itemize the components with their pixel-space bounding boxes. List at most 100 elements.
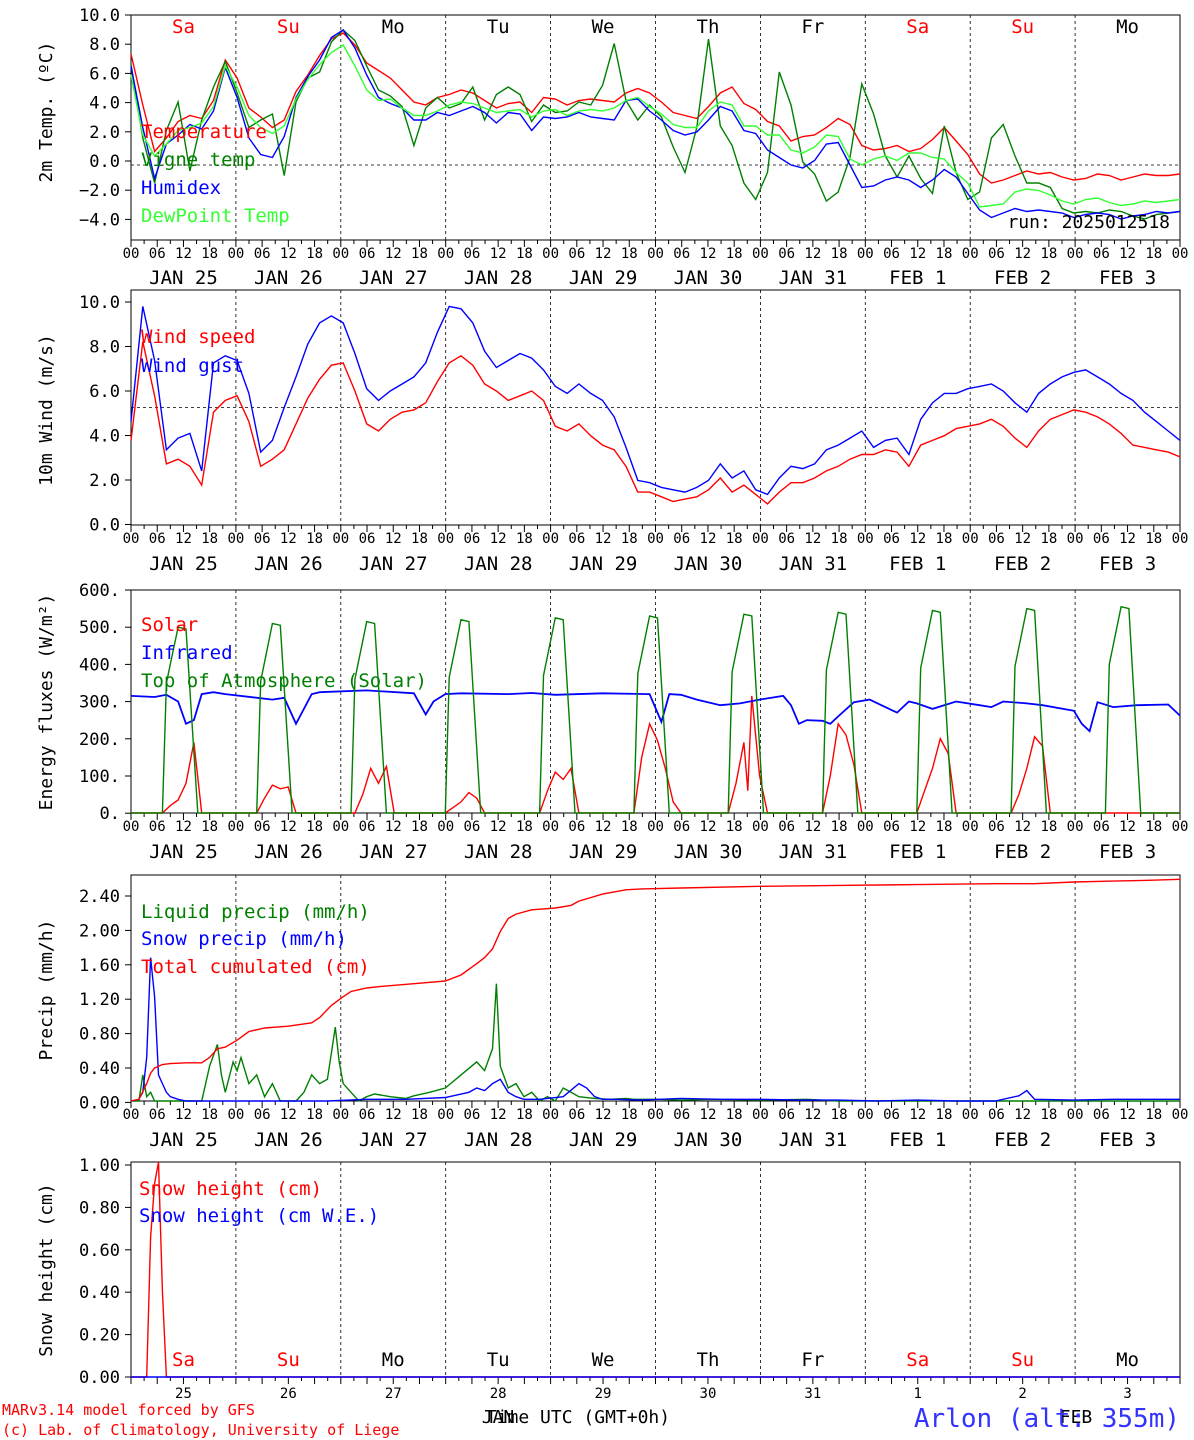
hour-label: 18 [726,246,743,262]
date-label: JAN 29 [569,267,638,289]
date-label: JAN 27 [359,553,428,575]
hour-label: 00 [332,1107,349,1123]
weekday-label: We [592,16,615,38]
y-tick-label: 600. [79,581,120,601]
hour-label: 12 [1119,819,1136,835]
date-label: FEB 1 [889,553,946,575]
date-label: JAN 30 [674,1129,743,1151]
hour-label: 12 [595,531,612,547]
y-axis-label: Snow height (cm) [36,1183,57,1356]
legend-entry-3: Top of Atmosphere (Solar) [141,670,427,692]
y-tick-label: 1.20 [79,990,120,1010]
panel-5: 1.00 0.80 0.60 0.40 0.20 0.00 Snow height (cm)… [36,1156,1181,1402]
hour-label: 06 [149,819,166,835]
hour-label: 00 [857,246,874,262]
date-label: FEB 1 [889,841,946,863]
hour-label: 06 [778,819,795,835]
weekday-label: Sa [172,16,195,38]
hour-label: 12 [490,1107,507,1123]
hour-label: 18 [1040,819,1057,835]
y-tick-label: 10.0 [79,293,120,313]
hour-label: 18 [621,246,638,262]
hour-label: 12 [804,819,821,835]
hour-label: 18 [516,246,533,262]
panel-3: 600. 500. 400. 300. 200. 100. 0. Energy fluxes … [36,581,1188,863]
hour-label: 12 [804,246,821,262]
day-number-label: 2 [1018,1386,1026,1402]
hour-label: 00 [123,819,140,835]
date-label: JAN 28 [464,267,533,289]
hour-label: 18 [516,531,533,547]
hour-label: 12 [175,819,192,835]
y-tick-label: 8.0 [89,338,120,358]
series-line-1 [131,983,1180,1102]
legend-entry-2: Snow precip (mm/h) [141,928,347,950]
weekday-label: Fr [801,16,824,38]
hour-label: 06 [1093,246,1110,262]
weekday-label: Sa [172,1349,195,1371]
y-tick-label: 0.80 [79,1025,120,1045]
y-tick-label: 0.60 [79,1241,120,1261]
weekday-label: Mo [1116,16,1139,38]
hour-label: 06 [1093,1107,1110,1123]
hour-label: 00 [1172,1107,1189,1123]
day-number-label: 25 [175,1386,192,1402]
legend-entry-1: Liquid precip (mm/h) [141,901,370,923]
hour-label: 12 [385,819,402,835]
legend-entry-2: Wind gust [141,355,244,377]
date-label: JAN 26 [254,1129,323,1151]
credit-line-2: (c) Lab. of Climatology, University of L… [2,1421,399,1439]
series-line-2 [130,305,1181,496]
weekday-label: Fr [801,1349,824,1371]
hour-label: 06 [673,531,690,547]
date-label: JAN 26 [254,553,323,575]
date-label: JAN 29 [569,841,638,863]
hour-label: 18 [1145,531,1162,547]
hour-label: 00 [962,1107,979,1123]
hour-label: 06 [359,531,376,547]
hour-label: 00 [332,531,349,547]
hour-label: 12 [385,1107,402,1123]
hour-label: 00 [1172,819,1189,835]
hour-label: 06 [149,531,166,547]
weekday-label: Su [1011,1349,1034,1371]
hour-label: 06 [883,819,900,835]
hour-label: 12 [490,246,507,262]
credit-line-1: MARv3.14 model forced by GFS [2,1401,255,1419]
legend-entry-2: Snow height (cm W.E.) [139,1205,379,1227]
hour-label: 00 [227,246,244,262]
hour-label: 18 [936,246,953,262]
weekday-label: Sa [906,1349,929,1371]
hour-label: 18 [411,531,428,547]
date-label: JAN 25 [149,553,218,575]
hour-label: 12 [804,1107,821,1123]
hour-label: 00 [962,246,979,262]
y-tick-label: 0.0 [89,152,120,172]
legend-entry-1: Temperature [141,121,267,143]
hour-label: 12 [909,246,926,262]
date-label: JAN 29 [569,553,638,575]
hour-label: 00 [542,246,559,262]
hour-label: 18 [516,819,533,835]
hour-label: 00 [857,531,874,547]
y-tick-label: 2.0 [89,123,120,143]
hour-label: 18 [411,1107,428,1123]
hour-label: 06 [463,819,480,835]
hour-label: 00 [1172,246,1189,262]
hour-label: 06 [883,531,900,547]
hour-label: 06 [988,1107,1005,1123]
panel-2: 10.0 8.0 6.0 4.0 2.0 0.0 10m Wind (m/s) Wind sp… [36,289,1188,575]
date-label: JAN 31 [779,841,848,863]
hour-label: 06 [254,246,271,262]
hour-label: 18 [306,1107,323,1123]
y-tick-label: 300. [79,693,120,713]
hour-label: 06 [463,1107,480,1123]
y-tick-label: 1.60 [79,956,120,976]
weekday-label: Mo [1116,1349,1139,1371]
panels-layer: 10.08.06.04.02.00.0−2.0−4.02m Temp. (ºC)… [36,6,1188,1402]
hour-label: 06 [1093,531,1110,547]
hour-label: 12 [280,1107,297,1123]
hour-label: 12 [385,246,402,262]
hour-label: 06 [568,246,585,262]
hour-label: 12 [909,819,926,835]
